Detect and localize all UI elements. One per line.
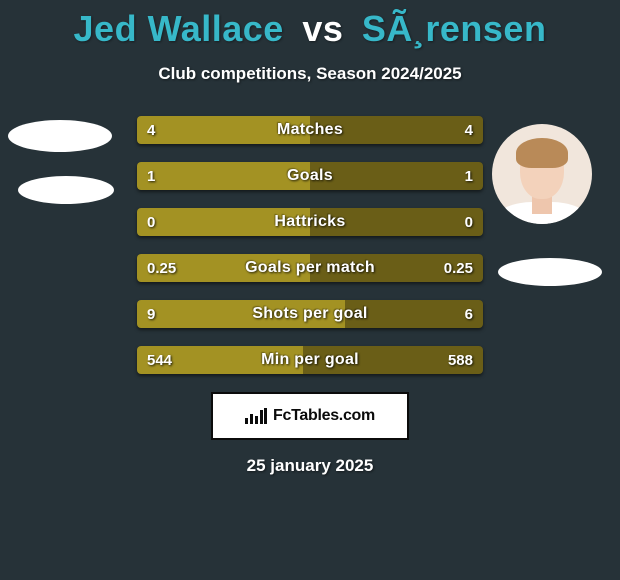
stat-label: Shots per goal [137,300,483,328]
stat-rows: 44Matches 11Goals 00Hattricks 0.250.25Goals… [137,116,483,374]
vs-text: vs [302,8,343,49]
stat-row: 544588Min per goal [137,346,483,374]
stat-label: Matches [137,116,483,144]
stat-label: Goals [137,162,483,190]
stat-label: Hattricks [137,208,483,236]
badge-bars-icon [245,408,267,424]
stat-label: Min per goal [137,346,483,374]
player2-name: SÃ¸rensen [362,8,547,49]
season-subtitle: Club competitions, Season 2024/2025 [0,64,620,84]
badge-bar-icon-segment [264,408,267,424]
player1-name: Jed Wallace [74,8,284,49]
stat-row: 11Goals [137,162,483,190]
stat-row: 96Shots per goal [137,300,483,328]
snapshot-date: 25 january 2025 [0,456,620,476]
avatar-hair [516,138,568,168]
badge-bar-icon-segment [245,418,248,424]
stat-row: 44Matches [137,116,483,144]
player2-avatar-shadow [498,258,602,286]
stat-row: 0.250.25Goals per match [137,254,483,282]
badge-bar-icon-segment [250,414,253,424]
stat-row: 00Hattricks [137,208,483,236]
player1-avatar-placeholder [8,120,112,152]
fctables-badge: FcTables.com [211,392,409,440]
comparison-title: Jed Wallace vs SÃ¸rensen [0,0,620,50]
badge-text: FcTables.com [273,407,375,425]
player1-avatar-shadow [18,176,114,204]
badge-bar-icon-segment [260,410,263,424]
player2-avatar [492,124,592,224]
badge-bar-icon-segment [255,416,258,424]
stat-label: Goals per match [137,254,483,282]
